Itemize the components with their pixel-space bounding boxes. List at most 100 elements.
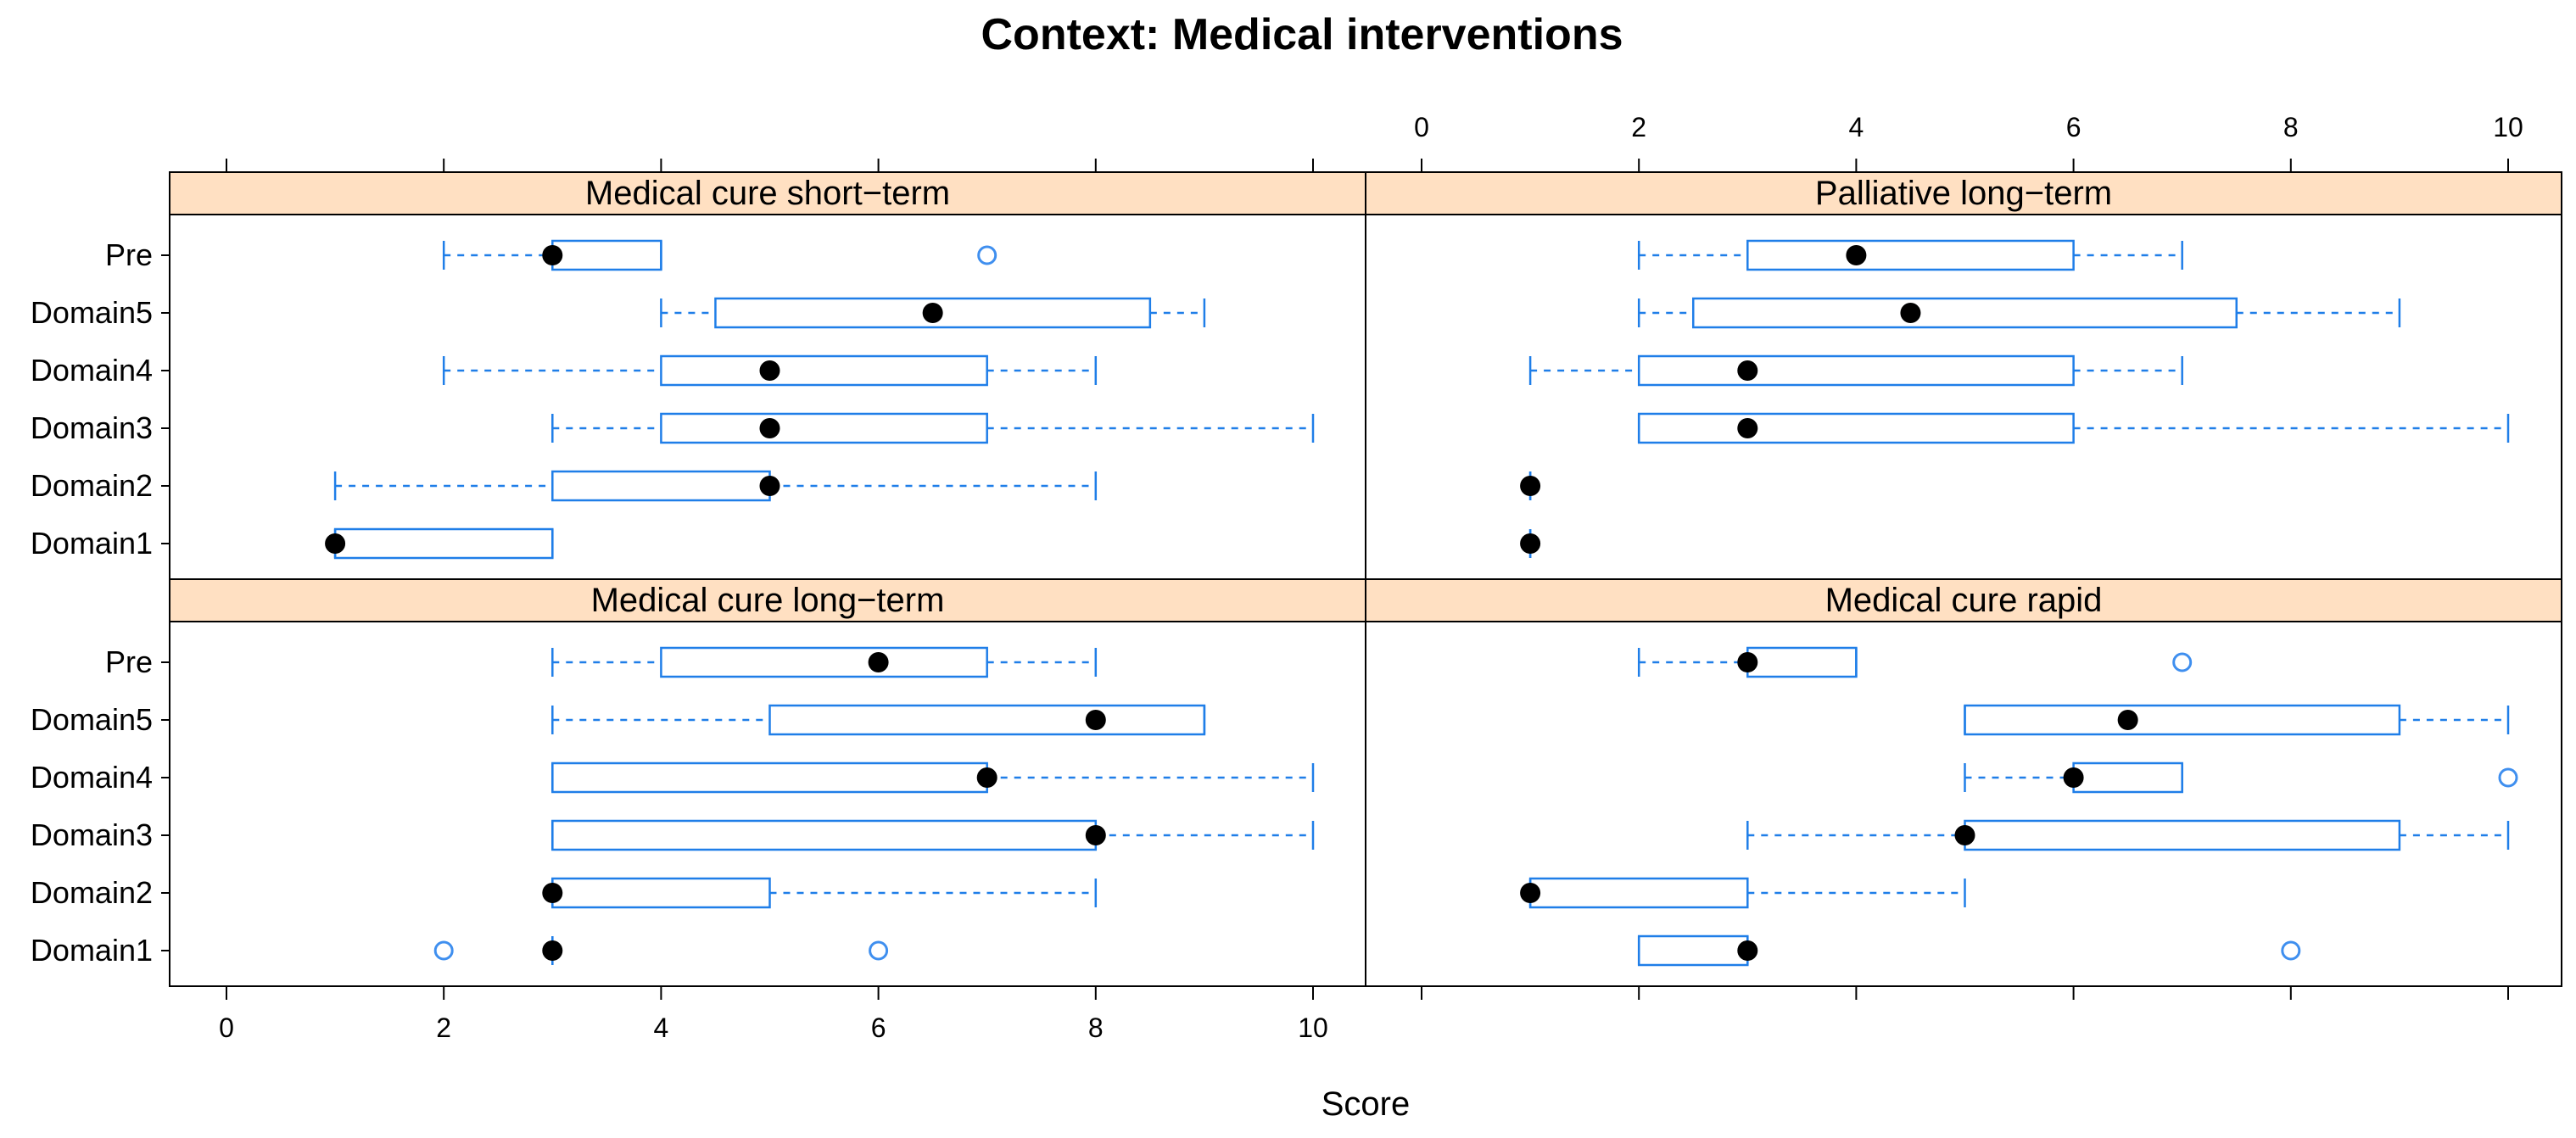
box-domain1: [433, 936, 889, 965]
box-domain1: [1520, 529, 1541, 558]
median-dot: [1737, 652, 1758, 672]
median-dot: [1520, 533, 1541, 554]
median-dot: [922, 303, 943, 323]
panel-frame: [169, 578, 1366, 987]
median-dot: [542, 940, 563, 961]
panel-frame: [1365, 171, 2562, 580]
iqr-box: [1746, 646, 1858, 678]
median-dot: [1737, 418, 1758, 438]
panel-strip: [1365, 578, 2562, 622]
outlier-point: [433, 940, 454, 961]
outlier-point: [2281, 940, 2301, 961]
median-dot: [1085, 825, 1106, 845]
iqr-box: [551, 239, 662, 271]
iqr-box: [551, 877, 771, 909]
median-dot: [1737, 940, 1758, 961]
median-dot: [2117, 710, 2138, 730]
chart-title: Context: Medical interventions: [981, 10, 1623, 59]
iqr-box: [1964, 704, 2401, 736]
iqr-box: [714, 297, 1152, 329]
median-dot: [759, 360, 780, 381]
y-label-domain2: Domain2: [31, 468, 153, 503]
top-tick-label: 2: [1631, 112, 1646, 142]
panel-title: Medical cure rapid: [1825, 582, 2103, 619]
top-tick-label: 10: [2493, 112, 2523, 142]
panel-top-left: Medical cure short−term: [169, 171, 1366, 580]
median-dot: [2063, 767, 2084, 788]
y-label-domain5: Domain5: [31, 295, 153, 330]
y-label-domain1: Domain1: [31, 526, 153, 561]
iqr-box: [2072, 761, 2183, 794]
top-tick-label: 0: [1414, 112, 1429, 142]
box-domain5: [660, 297, 1206, 329]
median-dot: [325, 533, 346, 554]
box-domain3: [1637, 412, 2510, 444]
outlier-point: [869, 940, 889, 961]
iqr-box: [1637, 354, 2075, 387]
box-pre: [442, 239, 997, 271]
box-domain5: [1964, 704, 2510, 736]
median-dot: [976, 767, 997, 788]
box-domain2: [1520, 471, 1541, 500]
box-domain4: [1964, 761, 2518, 794]
outlier-point: [977, 245, 997, 265]
panel-bottom-left: Medical cure long−term: [169, 578, 1366, 987]
box-domain1: [325, 527, 554, 560]
iqr-box: [660, 412, 988, 444]
bottom-tick-label: 10: [1298, 1012, 1328, 1043]
box-pre: [1637, 239, 2183, 271]
median-dot: [759, 476, 780, 496]
median-dot: [1520, 476, 1541, 496]
panel-title: Palliative long−term: [1815, 175, 2112, 212]
box-domain3: [1746, 819, 2510, 851]
y-label-domain5: Domain5: [31, 702, 153, 737]
bottom-tick-label: 2: [436, 1012, 451, 1043]
bottom-tick-label: 8: [1088, 1012, 1104, 1043]
box-domain2: [1520, 877, 1966, 909]
panel-title: Medical cure short−term: [585, 175, 950, 212]
iqr-box: [1637, 934, 1749, 967]
iqr-box: [768, 704, 1206, 736]
y-label-pre: Pre: [105, 237, 153, 272]
panel-top-right: Palliative long−term: [1365, 171, 2562, 580]
y-label-domain2: Domain2: [31, 875, 153, 910]
axes-layer: Pre Domain5 Domain4 Domain3 Domain2 Domain1 Pr…: [31, 112, 2523, 1043]
median-dot: [1085, 710, 1106, 730]
box-domain2: [542, 877, 1098, 909]
top-tick-label: 6: [2066, 112, 2081, 142]
iqr-box: [1964, 819, 2401, 851]
iqr-box: [333, 527, 554, 560]
y-label-domain3: Domain3: [31, 410, 153, 445]
box-domain3: [551, 412, 1315, 444]
y-label-domain3: Domain3: [31, 817, 153, 852]
box-domain2: [333, 470, 1098, 502]
median-dot: [542, 245, 563, 265]
iqr-box: [551, 470, 771, 502]
bottom-tick-label: 4: [654, 1012, 669, 1043]
box-pre: [551, 646, 1098, 678]
box-domain1: [1637, 934, 2301, 967]
median-dot: [868, 652, 889, 672]
median-dot: [1954, 825, 1975, 845]
panels-layer: Medical cure short−term Palliative long−t…: [169, 171, 2562, 987]
box-domain4: [1528, 354, 2183, 387]
iqr-box: [1637, 412, 2075, 444]
bottom-tick-label: 6: [871, 1012, 886, 1043]
box-domain5: [551, 704, 1206, 736]
y-label-pre: Pre: [105, 644, 153, 679]
box-pre: [1637, 646, 2193, 678]
y-label-domain4: Domain4: [31, 760, 153, 795]
median-dot: [542, 883, 563, 903]
iqr-box: [660, 646, 988, 678]
median-dot: [1846, 245, 1867, 265]
median-dot: [1737, 360, 1758, 381]
panel-title: Medical cure long−term: [591, 582, 945, 619]
panel-strip: [169, 171, 1366, 215]
y-label-domain4: Domain4: [31, 353, 153, 388]
iqr-box: [551, 819, 1098, 851]
top-tick-label: 4: [1849, 112, 1864, 142]
panel-bottom-right: Medical cure rapid: [1365, 578, 2562, 987]
bottom-tick-label: 0: [219, 1012, 234, 1043]
y-label-domain1: Domain1: [31, 933, 153, 968]
